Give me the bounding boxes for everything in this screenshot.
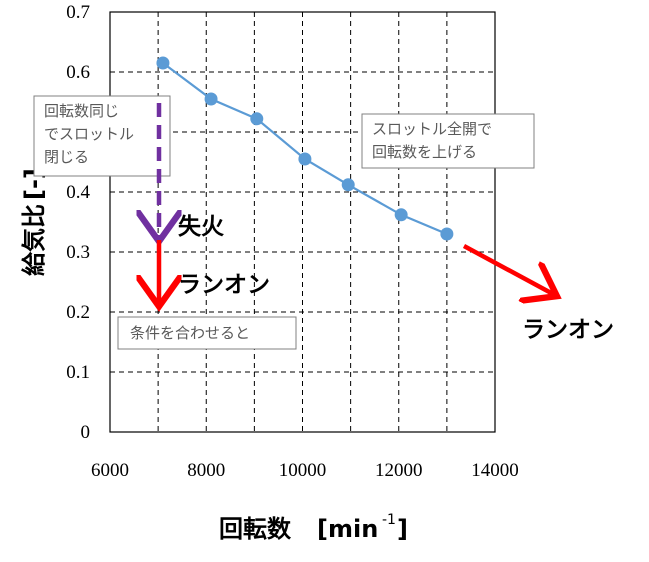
x-tick-labels: 6000 8000 10000 12000 14000 xyxy=(91,460,519,481)
annotation-box-right-line2: 回転数を上げる xyxy=(372,143,477,161)
grid-lines xyxy=(110,12,495,432)
x-axis-unit: [min xyxy=(317,515,378,543)
annotation-box-right xyxy=(361,113,535,169)
y-tick-labels: 00.10.20.30.40.50.60.7 xyxy=(66,2,90,443)
data-point xyxy=(341,178,355,192)
data-point xyxy=(394,208,408,222)
y-tick-label: 0.3 xyxy=(66,242,90,263)
y-tick-label: 0.6 xyxy=(66,62,90,83)
x-tick-label: 10000 xyxy=(279,460,327,481)
x-tick-label: 12000 xyxy=(375,460,423,481)
data-point xyxy=(250,112,264,126)
data-point xyxy=(204,92,218,106)
annotation-box-left xyxy=(33,95,171,177)
x-axis-title: 回転数 xyxy=(219,515,292,543)
x-tick-label: 6000 xyxy=(91,460,129,481)
annotation-box-bottom xyxy=(117,316,297,350)
runon-label-1: ランオン xyxy=(178,272,270,298)
y-axis-title: 給気比 xyxy=(20,204,48,276)
y-tick-label: 0 xyxy=(81,422,91,443)
x-axis-unit-superscript: -1 xyxy=(382,512,396,528)
runon-arrow-right xyxy=(462,244,553,294)
annotation-box-left-line3: 閉じる xyxy=(44,148,89,166)
annotation-box-bottom-text: 条件を合わせると xyxy=(130,324,250,342)
misfire-label: 失火 xyxy=(178,214,224,240)
y-tick-label: 0.2 xyxy=(66,302,90,323)
x-tick-label: 14000 xyxy=(471,460,519,481)
annotation-box-right-line1: スロットル全開で xyxy=(372,120,492,138)
data-point xyxy=(156,56,170,70)
data-point xyxy=(298,152,312,166)
series-line xyxy=(156,56,454,241)
y-tick-label: 0.1 xyxy=(66,362,90,383)
y-tick-label: 0.4 xyxy=(66,182,90,203)
y-tick-label: 0.7 xyxy=(66,2,90,23)
annotation-box-left-line2: でスロットル xyxy=(44,125,134,143)
x-axis-unit-close: ] xyxy=(397,515,408,543)
x-tick-label: 8000 xyxy=(187,460,225,481)
runon-label-2: ランオン xyxy=(522,317,614,343)
annotation-box-left-line1: 回転数同じ xyxy=(44,102,119,120)
data-point xyxy=(440,227,454,241)
